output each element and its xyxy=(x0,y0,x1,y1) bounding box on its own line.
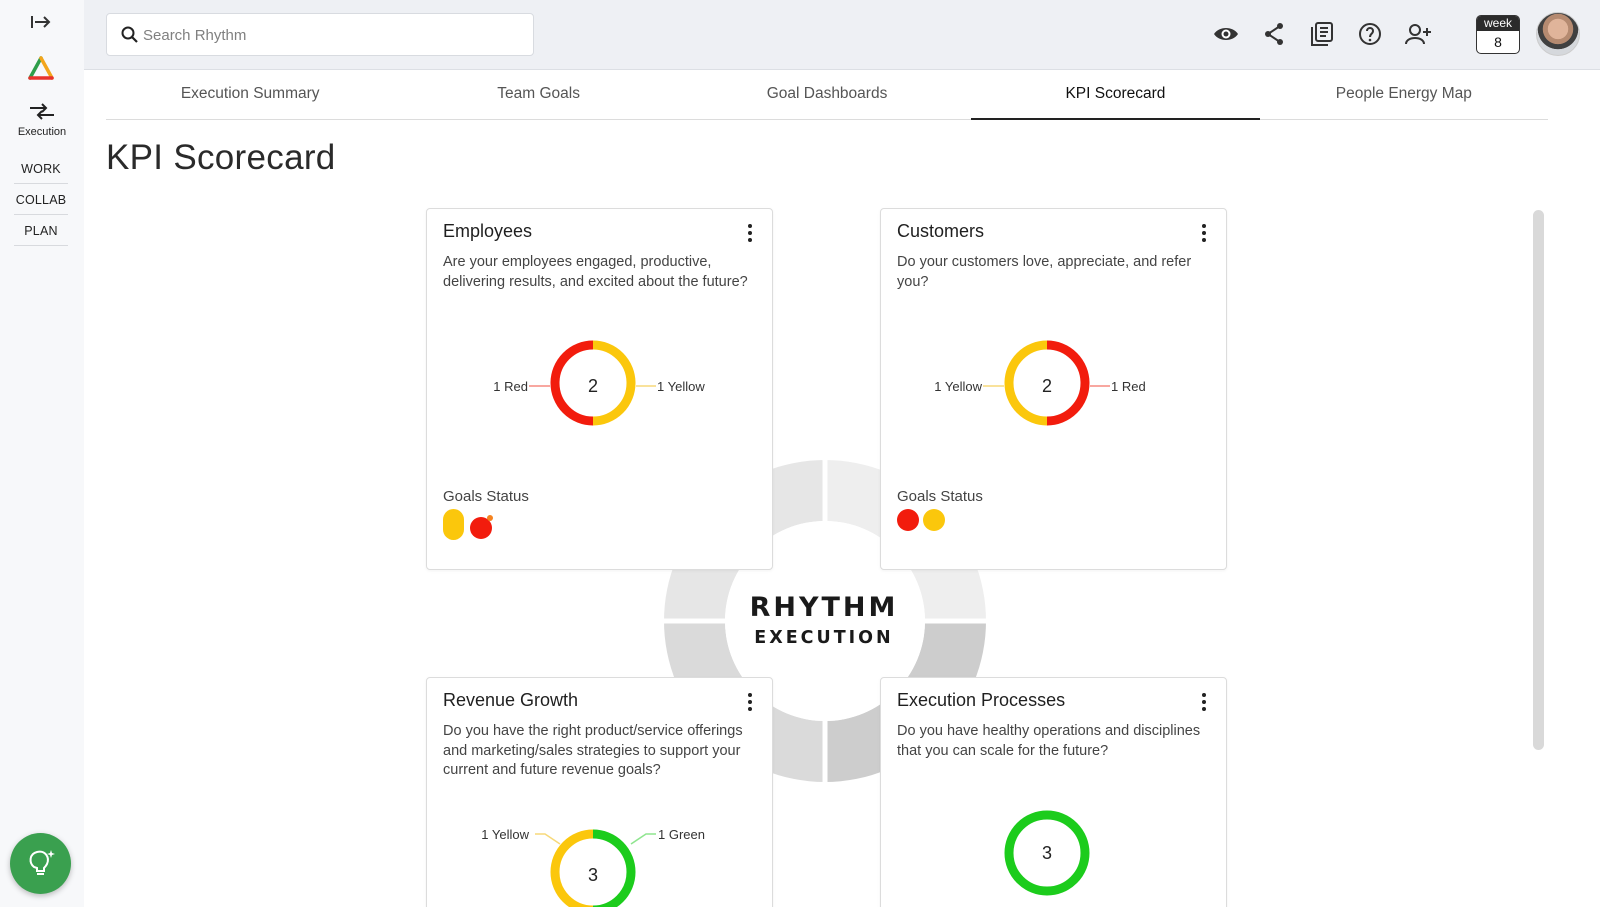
top-bar: week 8 xyxy=(84,0,1600,70)
card-title: Execution Processes xyxy=(897,690,1066,710)
card-description: Do you have healthy operations and disci… xyxy=(897,723,1201,759)
card-description: Do you have the right product/service of… xyxy=(443,723,743,778)
card-title: Employees xyxy=(443,221,533,241)
donut-total: 3 xyxy=(1042,843,1052,863)
card-description: Do your customers love, appreciate, and … xyxy=(897,254,1192,290)
donut-label-yellow: 1 Yellow xyxy=(481,827,529,842)
donut-label-red: 1 Red xyxy=(493,379,528,394)
tab-goal-dashboards[interactable]: Goal Dashboards xyxy=(766,85,888,102)
nav-plan[interactable]: PLAN xyxy=(14,218,68,246)
lightbulb-icon xyxy=(29,850,55,875)
brand-wordmark-line1: RHYTHM xyxy=(749,592,899,623)
goals-status-label: Goals Status xyxy=(897,488,983,505)
donut-label-red: 1 Red xyxy=(1111,379,1146,394)
share-icon[interactable] xyxy=(1262,22,1290,50)
tab-execution-summary[interactable]: Execution Summary xyxy=(180,85,320,102)
nav-execution-label: Execution xyxy=(17,126,67,138)
rhythm-logo-icon[interactable] xyxy=(26,54,56,84)
help-icon[interactable] xyxy=(1358,22,1386,50)
status-dot-red xyxy=(470,517,492,539)
goals-status-dots xyxy=(897,509,945,531)
more-options-icon[interactable] xyxy=(742,223,758,243)
week-badge[interactable]: week 8 xyxy=(1476,15,1520,54)
kpi-card-revenue-growth[interactable]: Revenue Growth Do you have the right pro… xyxy=(426,677,773,907)
add-user-icon[interactable] xyxy=(1404,22,1432,50)
page-title: KPI Scorecard xyxy=(106,138,336,177)
search-input[interactable] xyxy=(143,22,523,48)
card-title: Customers xyxy=(897,221,985,241)
donut-label-yellow: 1 Yellow xyxy=(934,379,982,394)
status-dot-yellow xyxy=(923,509,945,531)
execution-arrows-icon xyxy=(8,100,76,124)
goals-status-dots xyxy=(443,509,493,540)
nav-collab[interactable]: COLLAB xyxy=(14,187,68,215)
donut-total: 3 xyxy=(588,865,598,885)
status-dot-yellow xyxy=(443,509,464,540)
card-title: Revenue Growth xyxy=(443,690,579,710)
donut-total: 2 xyxy=(588,376,598,396)
donut-label-yellow: 1 Yellow xyxy=(657,379,705,394)
week-label: week xyxy=(1477,16,1519,31)
goals-donut-chart: 3 xyxy=(1004,810,1090,896)
user-avatar[interactable] xyxy=(1536,12,1580,56)
ideas-button[interactable] xyxy=(10,833,71,894)
card-description: Are your employees engaged, productive, … xyxy=(443,254,748,290)
search-icon xyxy=(121,26,138,43)
main-content: Execution Summary Team Goals Goal Dashbo… xyxy=(84,70,1600,907)
goals-donut-chart: 2 1 Yellow 1 Red xyxy=(934,340,1146,426)
kpi-card-execution-processes[interactable]: Execution Processes Do you have healthy … xyxy=(880,677,1227,907)
brand-wordmark-line2: EXECUTION xyxy=(754,628,894,648)
goals-status-label: Goals Status xyxy=(443,488,529,505)
search-box[interactable] xyxy=(106,13,534,56)
goals-donut-chart: 3 1 Yellow 1 Green xyxy=(481,827,705,907)
left-rail: Execution WORK COLLAB PLAN xyxy=(0,0,84,907)
tab-bar: Execution Summary Team Goals Goal Dashbo… xyxy=(106,70,1548,120)
nav-execution[interactable]: Execution xyxy=(8,100,76,138)
more-options-icon[interactable] xyxy=(1196,223,1212,243)
kpi-card-customers[interactable]: Customers Do your customers love, apprec… xyxy=(880,208,1227,570)
more-options-icon[interactable] xyxy=(742,692,758,712)
donut-total: 2 xyxy=(1042,376,1052,396)
status-dot-small xyxy=(487,515,493,521)
status-dot-red xyxy=(897,509,919,531)
more-options-icon[interactable] xyxy=(1196,692,1212,712)
nav-work[interactable]: WORK xyxy=(14,156,68,184)
donut-label-green: 1 Green xyxy=(658,827,705,842)
library-icon[interactable] xyxy=(1310,22,1338,50)
goals-donut-chart: 2 1 Red 1 Yellow xyxy=(493,340,705,426)
scrollbar[interactable] xyxy=(1533,210,1544,750)
tab-team-goals[interactable]: Team Goals xyxy=(497,85,580,102)
week-number: 8 xyxy=(1494,34,1502,50)
eye-icon[interactable] xyxy=(1212,22,1240,50)
tab-kpi-scorecard[interactable]: KPI Scorecard xyxy=(971,70,1261,120)
kpi-card-employees[interactable]: Employees Are your employees engaged, pr… xyxy=(426,208,773,570)
tab-people-energy-map[interactable]: People Energy Map xyxy=(1335,85,1472,102)
expand-sidebar-icon[interactable] xyxy=(29,12,53,32)
